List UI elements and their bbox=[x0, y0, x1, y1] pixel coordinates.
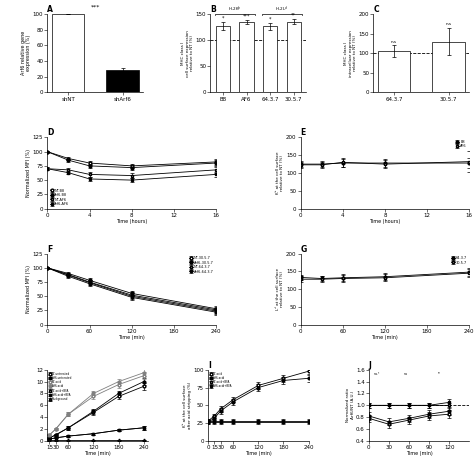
X-axis label: Time (min): Time (min) bbox=[245, 451, 272, 456]
Y-axis label: Normalized ratio
Arf6/NT (A.U.): Normalized ratio Arf6/NT (A.U.) bbox=[346, 388, 355, 422]
Text: I: I bbox=[208, 361, 211, 370]
Y-axis label: Normalized MFI (%): Normalized MFI (%) bbox=[27, 149, 31, 197]
Text: H-2L$^d$: H-2L$^d$ bbox=[275, 5, 289, 14]
Text: ***: *** bbox=[243, 14, 250, 19]
X-axis label: Time (hours): Time (hours) bbox=[369, 219, 401, 224]
Y-axis label: Kᵇ at the cell surface
after acid stripping (%): Kᵇ at the cell surface after acid stripp… bbox=[183, 382, 192, 429]
Text: n.s.*: n.s.* bbox=[374, 372, 380, 375]
Text: **: ** bbox=[291, 13, 296, 18]
Bar bbox=[287, 21, 301, 92]
Text: B: B bbox=[210, 5, 216, 14]
Y-axis label: Kᵇ at the cell surface
relative to NT (%): Kᵇ at the cell surface relative to NT (%… bbox=[276, 152, 284, 194]
Y-axis label: MHC class I
cell surface expression
relative to NT (%): MHC class I cell surface expression rela… bbox=[181, 30, 194, 77]
Y-axis label: Arf6 relative gene
expression (%): Arf6 relative gene expression (%) bbox=[20, 31, 31, 75]
X-axis label: Time (min): Time (min) bbox=[372, 335, 398, 340]
Text: **: ** bbox=[438, 372, 440, 375]
Legend: NT-acid, Arf6-acid, NT-acid+BFA, Arf6-acid+BFA: NT-acid, Arf6-acid, NT-acid+BFA, Arf6-ac… bbox=[210, 371, 233, 389]
Text: C: C bbox=[374, 5, 379, 14]
X-axis label: Time (hours): Time (hours) bbox=[116, 219, 147, 224]
Text: D: D bbox=[47, 128, 54, 137]
Legend: NT-untreated, Arf6-untreated, NT-acid, Arf6-acid, NT-acid+BFA, Arf6-acid+BFA, Ba: NT-untreated, Arf6-untreated, NT-acid, A… bbox=[49, 371, 73, 401]
Text: n.s: n.s bbox=[404, 372, 408, 375]
Text: J: J bbox=[369, 361, 372, 370]
Bar bbox=[106, 71, 139, 92]
Text: G: G bbox=[301, 245, 307, 254]
Text: *: * bbox=[222, 16, 224, 20]
Text: H-2K$^b$: H-2K$^b$ bbox=[228, 5, 242, 14]
Y-axis label: MHC class I
intracelluar expression
relative to NT (%): MHC class I intracelluar expression rela… bbox=[344, 30, 357, 77]
Text: n.s: n.s bbox=[391, 39, 397, 44]
Text: ***: *** bbox=[91, 5, 100, 9]
Bar bbox=[216, 26, 230, 92]
Text: *: * bbox=[269, 17, 271, 21]
Bar bbox=[432, 42, 465, 92]
X-axis label: Time (min): Time (min) bbox=[118, 335, 145, 340]
Legend: NT-30.5.7, Arf6-30.5.7, NT-64.3.7, Arf6-64.3.7: NT-30.5.7, Arf6-30.5.7, NT-64.3.7, Arf6-… bbox=[189, 255, 214, 274]
Text: A: A bbox=[47, 5, 53, 14]
Bar bbox=[378, 51, 410, 92]
Bar bbox=[239, 22, 254, 92]
Y-axis label: Normalized MFI (%): Normalized MFI (%) bbox=[27, 265, 31, 313]
Bar bbox=[263, 26, 277, 92]
Legend: NT-B8, Arf6-B8, NT-AF6, Arf6-AF6: NT-B8, Arf6-B8, NT-AF6, Arf6-AF6 bbox=[49, 188, 70, 207]
Bar bbox=[52, 14, 84, 92]
Legend: B8, AF6: B8, AF6 bbox=[455, 139, 467, 149]
X-axis label: Time (min): Time (min) bbox=[84, 451, 111, 456]
Legend: 64.3.7, 30.5.7: 64.3.7, 30.5.7 bbox=[450, 255, 467, 265]
Text: F: F bbox=[47, 245, 53, 254]
Text: E: E bbox=[301, 128, 306, 137]
X-axis label: Time (min): Time (min) bbox=[406, 451, 432, 456]
Text: n.s: n.s bbox=[446, 22, 452, 26]
Y-axis label: Lᵈ at the cell surface
relative to NT (%): Lᵈ at the cell surface relative to NT (%… bbox=[276, 268, 284, 310]
